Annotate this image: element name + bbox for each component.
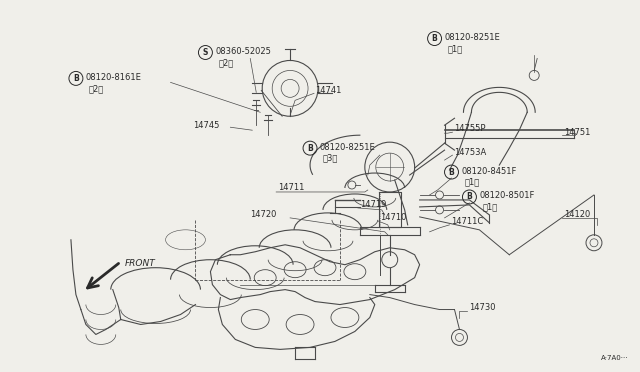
Text: A·7A0···: A·7A0···	[602, 355, 629, 361]
Text: 08360-52025: 08360-52025	[216, 47, 271, 56]
Text: B: B	[432, 34, 438, 43]
Text: 14710: 14710	[380, 214, 406, 222]
Text: FRONT: FRONT	[125, 259, 156, 268]
Text: 14745: 14745	[193, 121, 220, 130]
Text: 14730: 14730	[469, 303, 496, 312]
Text: 08120-8251E: 08120-8251E	[320, 142, 376, 152]
Text: 14751: 14751	[564, 128, 591, 137]
Text: B: B	[307, 144, 313, 153]
Text: 14753A: 14753A	[454, 148, 487, 157]
Text: （1）: （1）	[465, 177, 480, 186]
Text: 08120-8161E: 08120-8161E	[86, 73, 141, 82]
Text: （1）: （1）	[447, 44, 463, 53]
Text: 14719: 14719	[360, 201, 386, 209]
Text: （3）: （3）	[323, 154, 339, 163]
Text: （2）: （2）	[89, 84, 104, 93]
Text: （1）: （1）	[483, 202, 498, 211]
Text: 14711C: 14711C	[451, 217, 484, 227]
Text: 08120-8451F: 08120-8451F	[461, 167, 517, 176]
Text: 14720: 14720	[250, 211, 276, 219]
Text: 14755P: 14755P	[454, 124, 486, 133]
Text: 14741: 14741	[315, 86, 341, 95]
Text: 14711: 14711	[278, 183, 305, 192]
Text: 08120-8251E: 08120-8251E	[445, 33, 500, 42]
Text: B: B	[73, 74, 79, 83]
Text: B: B	[467, 192, 472, 202]
Text: S: S	[203, 48, 208, 57]
Text: 08120-8501F: 08120-8501F	[479, 192, 535, 201]
Text: （2）: （2）	[218, 58, 234, 67]
Text: 14120: 14120	[564, 211, 590, 219]
Text: B: B	[449, 167, 454, 177]
